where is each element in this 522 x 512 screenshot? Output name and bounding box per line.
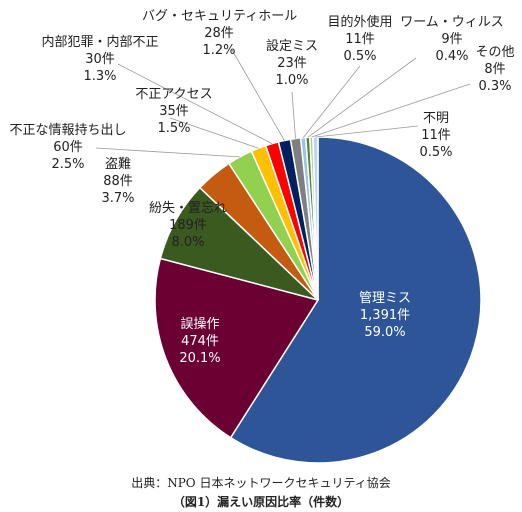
label-bug: バグ・セキュリティホール 28件 1.2%	[142, 9, 298, 58]
pie-slice-1	[154, 257, 320, 439]
leader-line-5	[169, 117, 259, 149]
leader-line-11	[311, 83, 471, 138]
pie-slice-0	[229, 136, 482, 464]
label-funshitsu: 紛失・置忘れ 189件 8.0%	[148, 201, 227, 250]
label-fumei: 不明 11件 0.5%	[419, 111, 453, 160]
leader-line-9	[302, 65, 361, 138]
label-worm: ワーム・ウィルス 9件 0.4%	[400, 15, 504, 64]
label-mochidashi: 不正な情報持ち出し 60件 2.5%	[9, 123, 127, 172]
leader-line-6	[117, 63, 273, 144]
label-kanri-miss: 管理ミス 1,391件 59.0%	[358, 291, 411, 340]
label-tounan: 盗難 88件 3.7%	[101, 157, 135, 206]
leader-line-8	[291, 91, 296, 139]
label-gosousa: 誤操作 474件 20.1%	[179, 317, 221, 366]
label-settei-miss: 設定ミス 23件 1.0%	[265, 39, 318, 88]
leader-line-10	[307, 57, 417, 138]
label-naibu: 内部犯罪・内部不正 30件 1.3%	[41, 35, 159, 84]
label-fusei-access: 不正アクセス 35件 1.5%	[135, 87, 213, 136]
leader-line-12	[315, 125, 419, 138]
label-mokutekigai: 目的外使用 11件 0.5%	[327, 15, 393, 64]
leader-line-4	[95, 147, 240, 158]
leader-line-7	[231, 49, 285, 141]
figure-caption: （図1）漏えい原因比率（件数）	[172, 495, 350, 509]
label-sonota: その他 8件 0.3%	[475, 45, 515, 94]
source-note: 出典：NPO 日本ネットワークセキュリティ協会	[131, 476, 391, 490]
